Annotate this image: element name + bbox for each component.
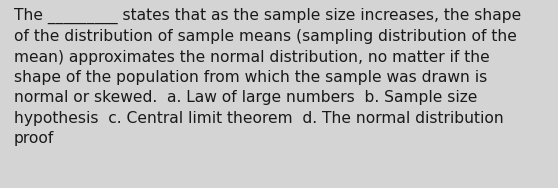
Text: The _________ states that as the sample size increases, the shape
of the distrib: The _________ states that as the sample … [14,8,521,146]
